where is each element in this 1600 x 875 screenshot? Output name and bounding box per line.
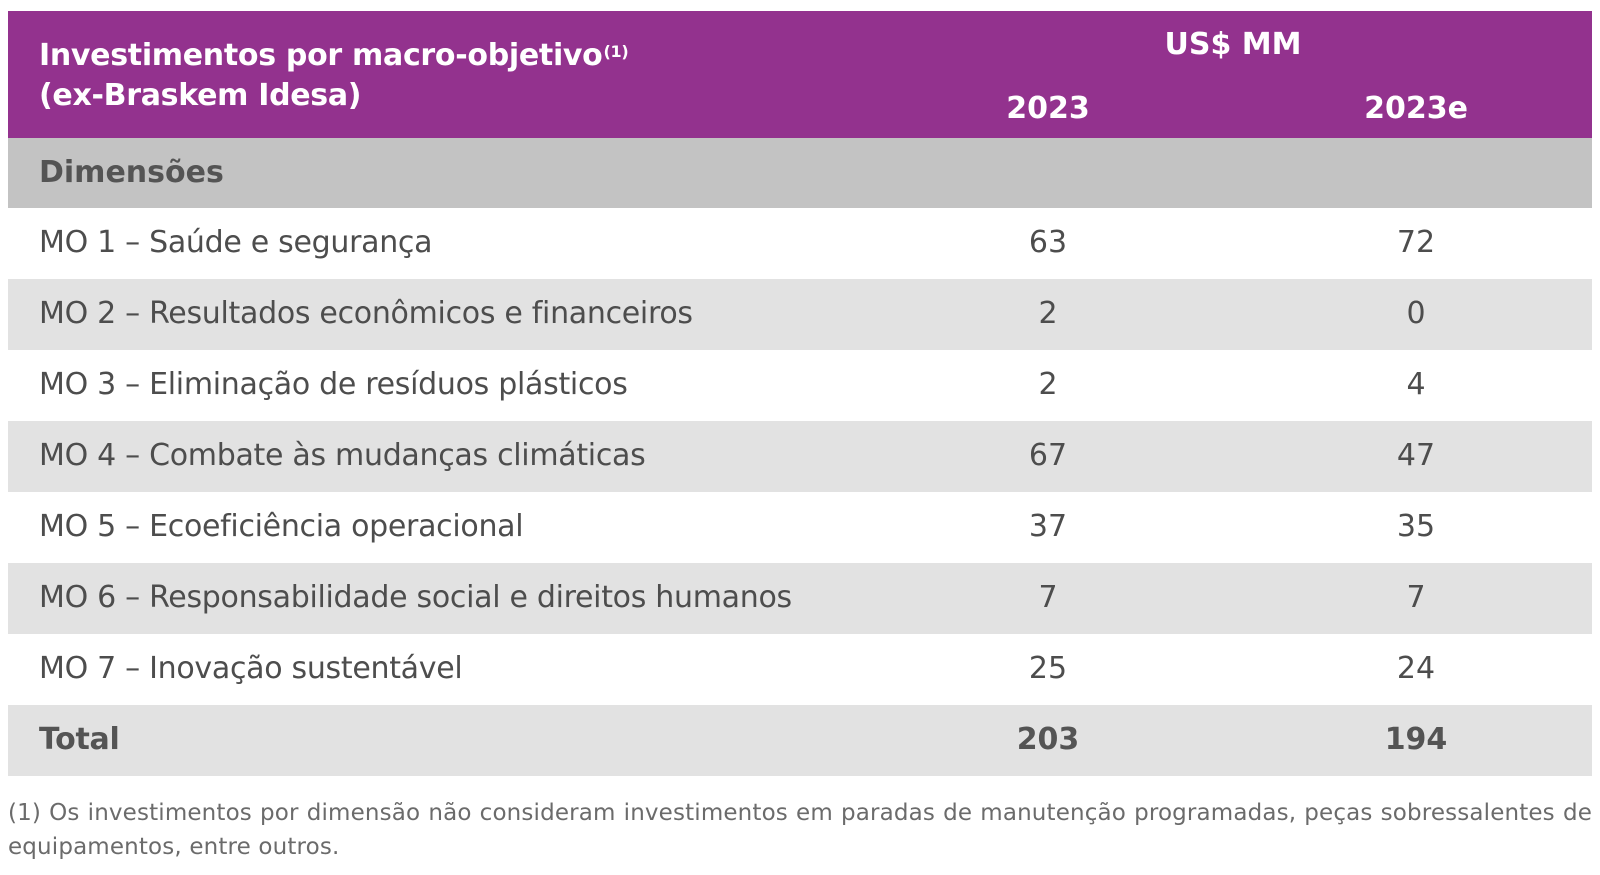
title-line-2: (ex-Braskem Idesa)	[39, 78, 362, 113]
unit-label: US$ MM	[1164, 27, 1302, 62]
row-label: MO 7 – Inovação sustentável	[39, 651, 463, 686]
row-label: MO 3 – Eliminação de resíduos plásticos	[39, 367, 628, 402]
table-row: MO 6 – Responsabilidade social e direito…	[8, 563, 1592, 634]
table-row: MO 4 – Combate às mudanças climáticas 67…	[8, 421, 1592, 492]
row-label: MO 6 – Responsabilidade social e direito…	[39, 580, 792, 615]
table-title: Investimentos por macro-objetivo(1) (ex-…	[39, 36, 629, 116]
table-header: Investimentos por macro-objetivo(1) (ex-…	[8, 11, 1592, 138]
value-2023: 25	[1028, 651, 1068, 686]
investment-table: Investimentos por macro-objetivo(1) (ex-…	[8, 11, 1592, 776]
footnote: (1) Os investimentos por dimensão não co…	[8, 800, 1592, 860]
value-2023: 2	[1038, 367, 1058, 402]
section-label-dimensoes: Dimensões	[39, 155, 224, 190]
value-2023: 37	[1028, 509, 1068, 544]
column-header-2023e: 2023e	[1364, 91, 1468, 126]
value-2023e: 7	[1406, 580, 1426, 615]
total-2023e: 194	[1384, 722, 1448, 757]
table-row: MO 2 – Resultados econômicos e financeir…	[8, 279, 1592, 350]
table-row: MO 5 – Ecoeficiência operacional 37 35	[8, 492, 1592, 563]
value-2023e: 35	[1396, 509, 1436, 544]
value-2023: 63	[1028, 225, 1068, 260]
table-row: MO 3 – Eliminação de resíduos plásticos …	[8, 350, 1592, 421]
total-2023: 203	[1016, 722, 1080, 757]
title-line-1: Investimentos por macro-objetivo	[39, 38, 603, 73]
section-header: Dimensões	[8, 138, 1592, 208]
table-row: MO 7 – Inovação sustentável 25 24	[8, 634, 1592, 705]
column-header-2023: 2023	[1006, 91, 1090, 126]
table-row: MO 1 – Saúde e segurança 63 72	[8, 208, 1592, 279]
value-2023: 7	[1038, 580, 1058, 615]
row-label: MO 1 – Saúde e segurança	[39, 225, 433, 260]
value-2023e: 72	[1396, 225, 1436, 260]
value-2023e: 47	[1396, 438, 1436, 473]
value-2023e: 4	[1406, 367, 1426, 402]
row-label: MO 2 – Resultados econômicos e financeir…	[39, 296, 693, 331]
value-2023e: 24	[1396, 651, 1436, 686]
row-label: MO 5 – Ecoeficiência operacional	[39, 509, 524, 544]
value-2023: 2	[1038, 296, 1058, 331]
total-row: Total 203 194	[8, 705, 1592, 776]
row-label: MO 4 – Combate às mudanças climáticas	[39, 438, 646, 473]
value-2023: 67	[1028, 438, 1068, 473]
value-2023e: 0	[1406, 296, 1426, 331]
title-footnote-marker: (1)	[603, 42, 629, 61]
total-label: Total	[39, 722, 120, 757]
